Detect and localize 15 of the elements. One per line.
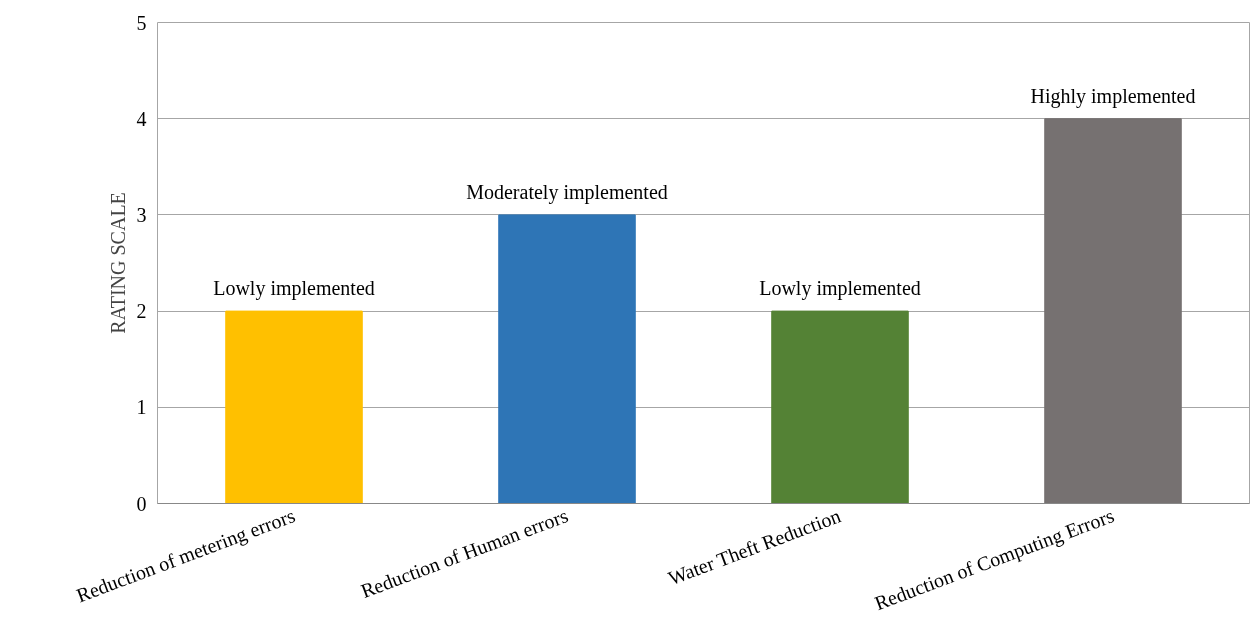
bar [225, 310, 363, 504]
data-label: Lowly implemented [759, 277, 921, 301]
bar [771, 310, 909, 504]
y-tick-label: 2 [136, 300, 147, 323]
y-axis-title: RATING SCALE [106, 192, 129, 334]
data-label: Lowly implemented [213, 277, 375, 301]
y-tick-label: 5 [136, 11, 147, 34]
y-tick-label: 0 [136, 492, 147, 515]
bar [498, 214, 636, 504]
data-label: Highly implemented [1030, 84, 1196, 108]
y-tick-label: 3 [136, 203, 147, 226]
data-label: Moderately implemented [466, 180, 668, 204]
y-tick-label: 4 [136, 107, 147, 130]
bar [1044, 118, 1182, 504]
y-tick-label: 1 [136, 396, 147, 419]
